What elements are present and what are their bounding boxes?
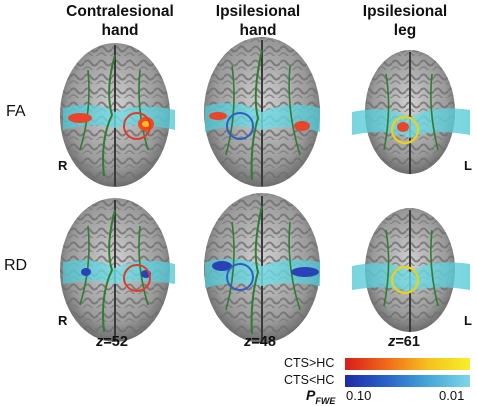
legend-p-label: PFWE [306, 387, 335, 406]
z-italic: z [388, 334, 396, 350]
row-label-fa: FA [6, 103, 26, 120]
column-header-line2: hand [239, 22, 277, 39]
column-header-line2: leg [393, 22, 417, 39]
legend-p-subscript: FWE [315, 395, 336, 406]
z-label-contralesional-hand: z=52 [72, 334, 152, 350]
z-value: =48 [251, 334, 276, 350]
column-header-ipsilesional-leg: Ipsilesional leg [340, 2, 470, 40]
legend-p-max: 0.01 [439, 388, 465, 403]
z-value: =52 [103, 334, 128, 350]
z-label-ipsilesional-leg: z=61 [364, 334, 444, 350]
orientation-left-label-fa: L [464, 158, 472, 173]
z-label-ipsilesional-hand: z=48 [220, 334, 300, 350]
legend-decrease-colorbar [345, 375, 470, 387]
orientation-right-label-fa: R [58, 158, 68, 173]
brain-slice-rd-ipsilesional-leg [352, 208, 470, 332]
legend-increase-colorbar [345, 358, 470, 370]
column-header-contralesional-hand: Contralesional hand [55, 2, 185, 40]
legend-p-min: 0.10 [346, 388, 372, 403]
column-header-line1: Ipsilesional [215, 3, 301, 20]
brain-slice-fa-ipsilesional-leg [352, 50, 470, 174]
orientation-left-label-rd: L [464, 313, 472, 328]
brain-slice-fa-ipsilesional-hand [204, 37, 320, 187]
z-value: =61 [395, 334, 420, 350]
column-header-line1: Ipsilesional [362, 3, 448, 20]
legend-decrease-label: CTS<HC [284, 373, 335, 387]
brain-slice-rd-contralesional-hand [60, 198, 175, 342]
z-italic: z [244, 334, 252, 350]
column-header-line1: Contralesional [66, 3, 174, 20]
brain-slice-rd-ipsilesional-hand [204, 193, 320, 343]
column-header-ipsilesional-hand: Ipsilesional hand [193, 2, 323, 40]
legend-p-letter: P [306, 387, 316, 403]
legend-increase-label: CTS>HC [284, 356, 335, 370]
row-label-rd: RD [4, 257, 28, 274]
orientation-right-label-rd: R [58, 313, 68, 328]
brain-slice-fa-contralesional-hand [60, 43, 175, 187]
z-italic: z [96, 334, 104, 350]
column-header-line2: hand [101, 22, 139, 39]
